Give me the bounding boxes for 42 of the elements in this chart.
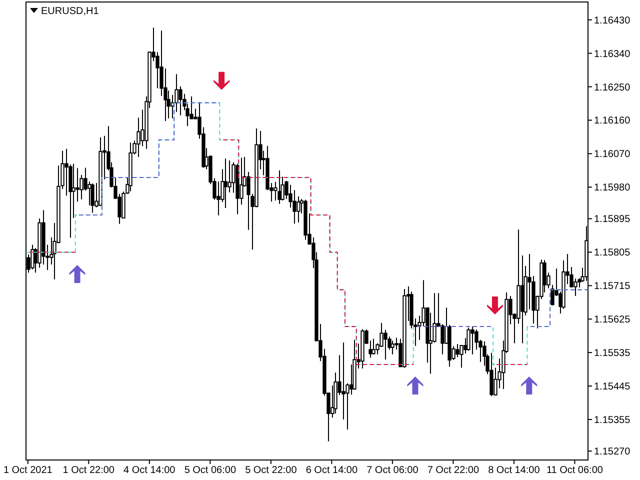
candlestick <box>456 344 460 358</box>
candlestick <box>228 160 232 193</box>
candlestick <box>390 340 394 355</box>
x-tick-label: 7 Oct 22:00 <box>427 465 480 476</box>
y-tick-label: 1.15895 <box>594 214 631 226</box>
x-tick-label: 5 Oct 06:00 <box>184 465 236 476</box>
y-tick-label: 1.16250 <box>594 82 631 94</box>
candlestick <box>466 327 470 352</box>
x-tick-label: 7 Oct 06:00 <box>366 465 419 476</box>
x-tick-label: 1 Oct 22:00 <box>62 465 115 476</box>
candlestick <box>384 329 388 360</box>
candlestick <box>542 259 546 293</box>
candlestick <box>470 326 474 355</box>
candlestick <box>90 182 94 214</box>
candlestick <box>224 158 228 208</box>
y-tick-label: 1.15445 <box>594 382 631 393</box>
x-tick-label: 5 Oct 22:00 <box>245 465 298 476</box>
candlestick <box>216 181 220 216</box>
y-tick-label: 1.16070 <box>594 149 631 160</box>
y-tick-label: 1.15535 <box>594 348 631 360</box>
y-tick-label: 1.15980 <box>594 182 631 194</box>
x-tick-label: 4 Oct 14:00 <box>124 465 176 476</box>
x-tick-label: 1 Oct 2021 <box>3 465 53 476</box>
x-tick-label: 8 Oct 14:00 <box>488 465 540 476</box>
candlestick <box>296 196 300 223</box>
candlestick <box>76 168 80 202</box>
y-tick-label: 1.16160 <box>594 116 631 127</box>
y-tick-label: 1.15625 <box>594 314 631 326</box>
candlestick <box>372 338 376 355</box>
x-tick-label: 11 Oct 06:00 <box>546 465 604 476</box>
y-tick-label: 1.15805 <box>594 248 631 259</box>
y-tick-label: 1.16340 <box>594 48 631 60</box>
candlestick <box>178 86 182 116</box>
candlestick <box>240 157 244 206</box>
y-tick-label: 1.15355 <box>594 414 631 426</box>
y-tick-label: 1.16430 <box>594 15 631 26</box>
x-tick-label: 6 Oct 14:00 <box>306 465 358 476</box>
y-tick-label: 1.15270 <box>594 446 631 458</box>
chart-title: EURUSD,H1 <box>41 6 100 17</box>
candlestick <box>72 163 76 218</box>
y-tick-label: 1.15715 <box>594 281 631 292</box>
candlestick <box>574 278 578 297</box>
